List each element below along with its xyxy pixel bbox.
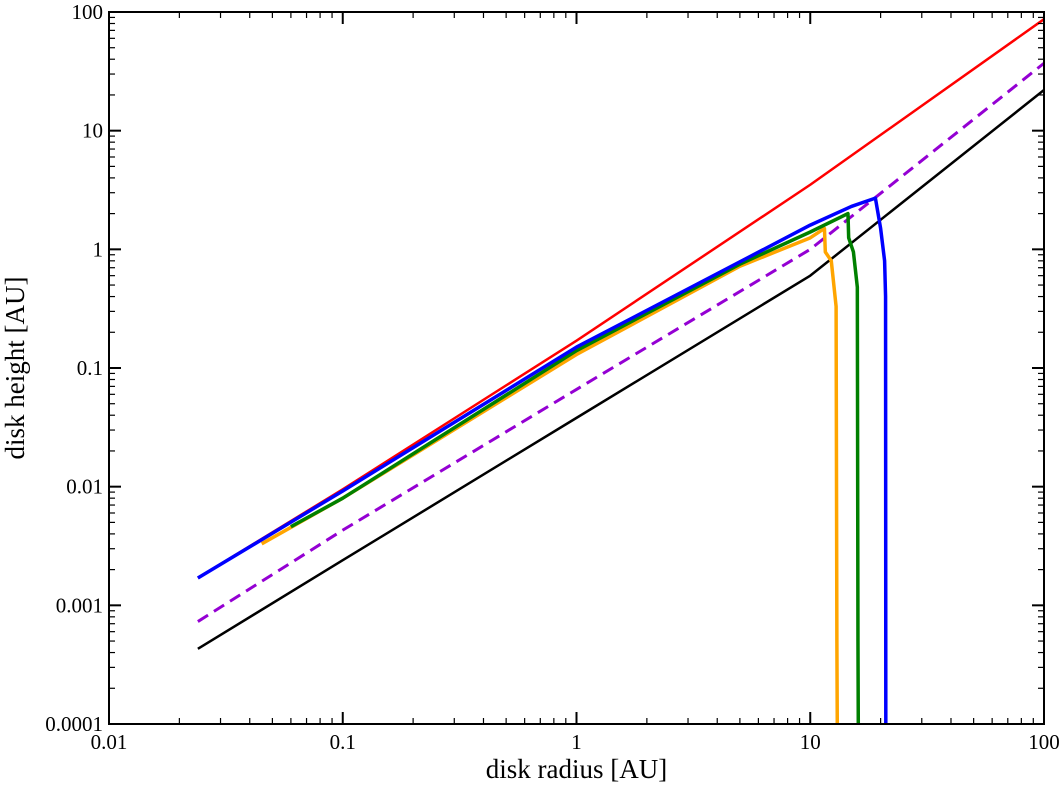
tick-layer: [108, 11, 1045, 725]
x-axis-title: disk radius [AU]: [486, 754, 667, 784]
y-tick-label: 10: [82, 119, 103, 143]
y-tick-label: 0.01: [66, 475, 103, 499]
x-tick-label: 1: [571, 730, 582, 754]
series-line-4: [260, 226, 840, 725]
series-line-3: [197, 89, 1045, 650]
series-layer: [196, 18, 1045, 725]
y-tick-label: 0.001: [56, 593, 103, 617]
x-tick-label: 100: [1028, 730, 1060, 754]
tick-label-layer: 0.01 0.1 1 10 100 0.0001 0.001 0.01 0.1 1 10 100: [45, 0, 1060, 754]
x-tick-label: 0.01: [91, 730, 128, 754]
y-tick-label: 0.0001: [45, 712, 103, 736]
y-tick-label: 0.1: [77, 356, 103, 380]
series-line-1: [197, 18, 1045, 580]
x-tick-label: 0.1: [330, 730, 356, 754]
y-tick-label: 1: [93, 237, 104, 261]
series-line-2: [197, 62, 1045, 623]
x-tick-label: 10: [800, 730, 821, 754]
y-tick-label: 100: [72, 0, 104, 24]
series-line-6: [196, 196, 888, 725]
y-axis-title: disk height [AU]: [0, 277, 30, 460]
series-line-5: [290, 211, 861, 725]
